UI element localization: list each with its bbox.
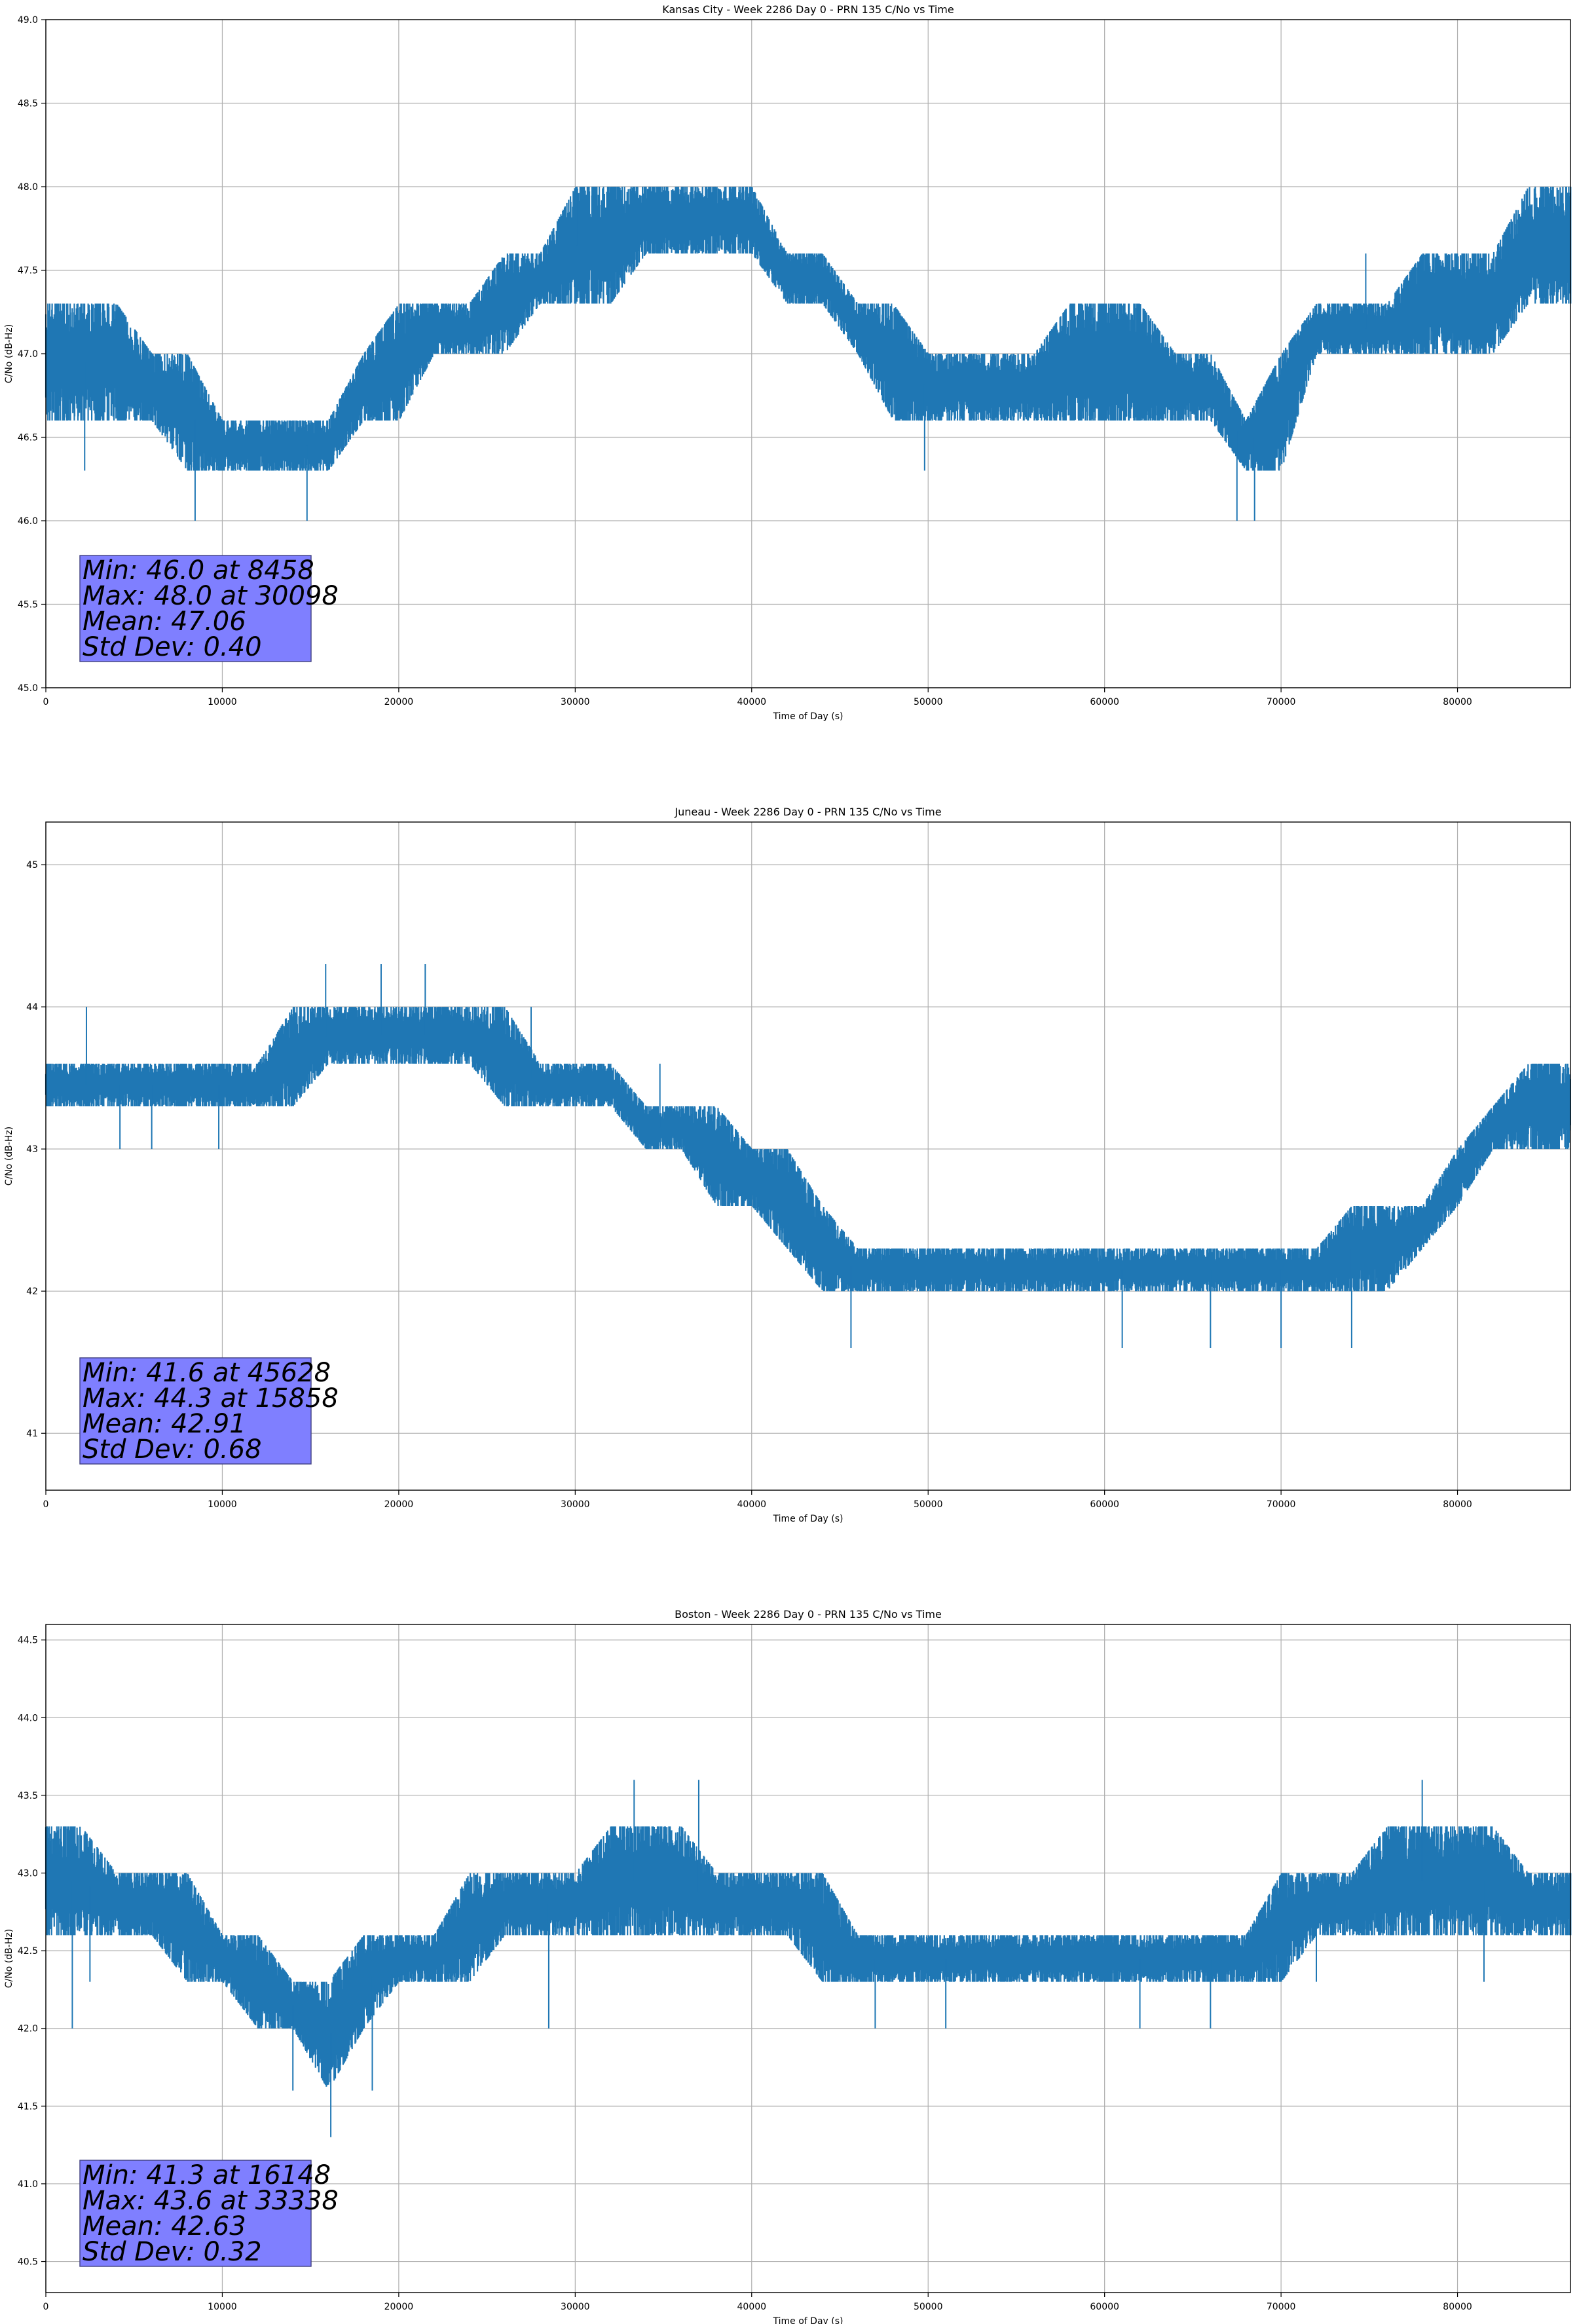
stats-line: Mean: 47.06 <box>83 607 246 637</box>
x-tick-label: 20000 <box>384 697 414 707</box>
y-tick-label: 45.5 <box>18 600 38 610</box>
y-tick-label: 46.0 <box>18 516 38 527</box>
stats-box <box>79 2160 312 2267</box>
y-tick-label: 44 <box>26 1002 38 1013</box>
x-tick-label: 20000 <box>384 2302 414 2312</box>
y-tick-label: 42.5 <box>18 1946 38 1957</box>
y-tick-label: 43.5 <box>18 1791 38 1801</box>
stats-line: Std Dev: 0.32 <box>83 2237 262 2267</box>
x-tick-label: 0 <box>43 2302 49 2312</box>
x-tick-label: 70000 <box>1267 1499 1296 1510</box>
x-tick-label: 0 <box>43 697 49 707</box>
data-series-line <box>45 1826 1572 2087</box>
stats-line: Min: 41.3 at 16148 <box>83 2160 331 2190</box>
y-tick-label: 44.5 <box>18 1636 38 1646</box>
y-tick-label: 47.5 <box>18 266 38 276</box>
stats-line: Max: 43.6 at 33338 <box>83 2186 339 2216</box>
chart-panel: 0 10000 20000 30000 40000 50000 60000 70000 8000… <box>4 806 1571 1524</box>
y-tick-label: 43 <box>26 1144 38 1155</box>
x-tick-label: 30000 <box>561 1499 590 1510</box>
data-series-line <box>45 187 1572 471</box>
x-tick-label: 40000 <box>737 2302 767 2312</box>
stats-line: Max: 48.0 at 30098 <box>83 581 339 611</box>
stats-line: Std Dev: 0.68 <box>83 1434 262 1465</box>
y-tick-label: 49.0 <box>18 15 38 26</box>
x-tick-label: 60000 <box>1090 2302 1119 2312</box>
y-tick-label: 42 <box>26 1286 38 1297</box>
stats-box <box>79 555 312 662</box>
x-tick-label: 50000 <box>914 1499 943 1510</box>
x-tick-label: 70000 <box>1267 697 1296 707</box>
x-tick-label: 40000 <box>737 697 767 707</box>
y-axis-label: C/No (dB-Hz) <box>4 1127 14 1186</box>
stats-line: Max: 44.3 at 15858 <box>83 1383 339 1414</box>
y-tick-label: 40.5 <box>18 2257 38 2268</box>
y-tick-label: 46.5 <box>18 433 38 443</box>
x-tick-label: 60000 <box>1090 1499 1119 1510</box>
chart-title: Kansas City - Week 2286 Day 0 - PRN 135 … <box>662 3 954 16</box>
stats-line: Std Dev: 0.40 <box>83 632 262 662</box>
x-tick-label: 10000 <box>208 2302 237 2312</box>
x-tick-label: 30000 <box>561 697 590 707</box>
x-axis-label: Time of Day (s) <box>773 1514 844 1524</box>
chart-title: Juneau - Week 2286 Day 0 - PRN 135 C/No … <box>674 806 941 818</box>
y-axis-label: C/No (dB-Hz) <box>4 1929 14 1988</box>
y-tick-label: 42.0 <box>18 2024 38 2034</box>
y-tick-label: 48.0 <box>18 182 38 193</box>
x-tick-label: 10000 <box>208 1499 237 1510</box>
x-tick-label: 30000 <box>561 2302 590 2312</box>
x-tick-label: 10000 <box>208 697 237 707</box>
chart-title: Boston - Week 2286 Day 0 - PRN 135 C/No … <box>675 1608 942 1621</box>
x-tick-label: 80000 <box>1443 697 1472 707</box>
stats-line: Mean: 42.63 <box>83 2211 246 2241</box>
x-tick-label: 50000 <box>914 2302 943 2312</box>
x-tick-label: 80000 <box>1443 2302 1472 2312</box>
x-tick-label: 60000 <box>1090 697 1119 707</box>
x-tick-label: 0 <box>43 1499 49 1510</box>
chart-panel: 0 10000 20000 30000 40000 50000 60000 70000 8000… <box>4 3 1572 722</box>
plot-frame <box>45 1624 1571 2293</box>
stats-line: Mean: 42.91 <box>83 1409 246 1439</box>
x-tick-label: 80000 <box>1443 1499 1472 1510</box>
y-tick-label: 45 <box>26 860 38 871</box>
y-tick-label: 47.0 <box>18 349 38 360</box>
y-tick-label: 44.0 <box>18 1713 38 1723</box>
stats-box <box>79 1357 312 1465</box>
y-axis-label: C/No (dB-Hz) <box>4 324 14 383</box>
plot-frame <box>45 821 1571 1491</box>
x-axis-label: Time of Day (s) <box>773 2316 844 2324</box>
y-tick-label: 41.5 <box>18 2101 38 2112</box>
stats-line: Min: 46.0 at 8458 <box>83 555 314 586</box>
chart-panel: 0 10000 20000 30000 40000 50000 60000 70000 8000… <box>4 1608 1572 2324</box>
x-tick-label: 40000 <box>737 1499 767 1510</box>
y-tick-label: 43.0 <box>18 1869 38 1879</box>
x-axis-label: Time of Day (s) <box>773 711 844 722</box>
x-tick-label: 50000 <box>914 697 943 707</box>
x-tick-label: 70000 <box>1267 2302 1296 2312</box>
y-tick-label: 48.5 <box>18 99 38 109</box>
x-tick-label: 20000 <box>384 1499 414 1510</box>
y-tick-label: 45.0 <box>18 683 38 694</box>
y-tick-label: 41 <box>26 1429 38 1439</box>
y-tick-label: 41.0 <box>18 2179 38 2190</box>
stats-line: Min: 41.6 at 45628 <box>83 1358 331 1388</box>
